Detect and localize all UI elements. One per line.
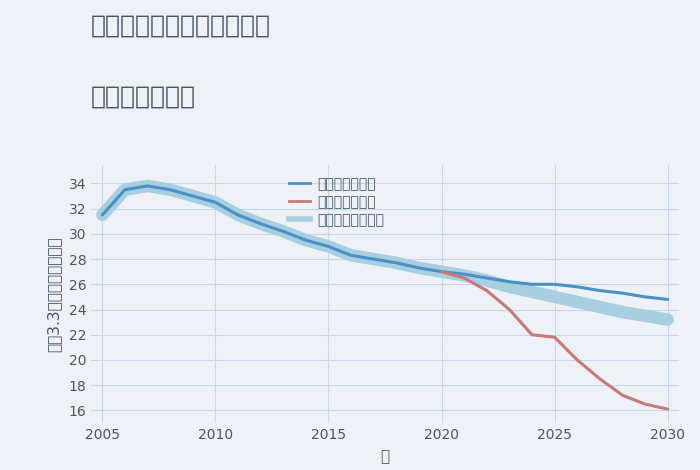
X-axis label: 年: 年 (380, 449, 390, 464)
Legend: グッドシナリオ, バッドシナリオ, ノーマルシナリオ: グッドシナリオ, バッドシナリオ, ノーマルシナリオ (284, 172, 390, 233)
Y-axis label: 坪（3.3㎡）単価（万円）: 坪（3.3㎡）単価（万円） (46, 236, 62, 352)
Text: 兵庫県姫路市飾磨区玉地の: 兵庫県姫路市飾磨区玉地の (91, 14, 271, 38)
Text: 土地の価格推移: 土地の価格推移 (91, 85, 196, 109)
